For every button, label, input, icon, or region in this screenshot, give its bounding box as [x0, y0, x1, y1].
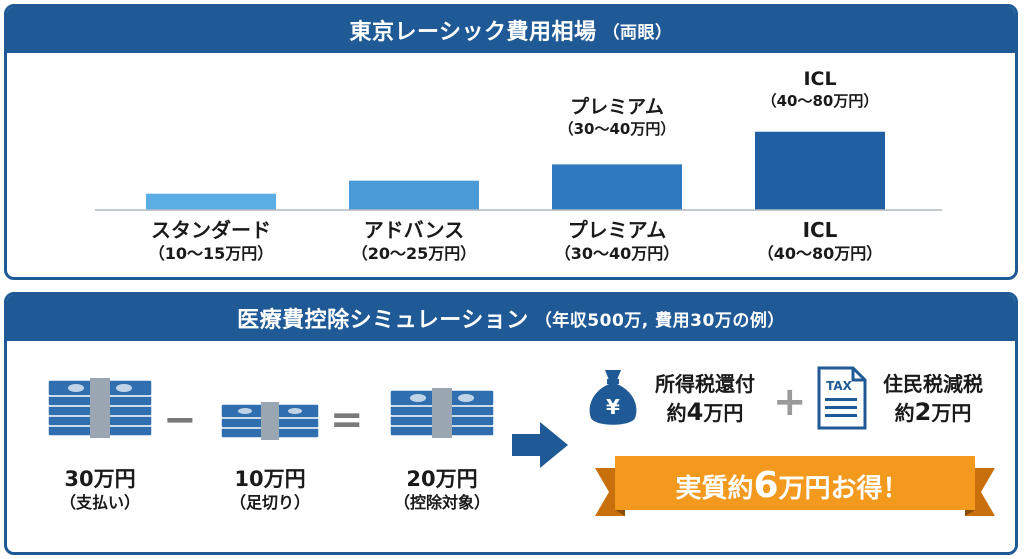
bar-annotation-premium: プレミアム （30〜40万円） — [558, 96, 676, 138]
savings-result: 実質約6万円お得！ — [675, 465, 909, 506]
chart-title-note: （両眼） — [602, 22, 673, 43]
money-stack-icon — [47, 378, 153, 438]
bar-2 — [552, 164, 682, 210]
simulation-title-note: （年収500万, 費用30万の例） — [534, 310, 785, 331]
threshold-amount: 10万円 （足切り） — [229, 467, 310, 512]
savings-ribbon — [595, 456, 995, 516]
plus-operator: + — [773, 379, 807, 425]
bar-0 — [146, 193, 276, 210]
deductible-amount: 20万円 （控除対象） — [393, 467, 490, 512]
right-arrow-icon — [512, 422, 568, 468]
category-label-standard: スタンダード （10〜15万円） — [148, 218, 274, 263]
bar-chart — [95, 131, 942, 211]
category-label-icl: ICL （40〜80万円） — [757, 218, 883, 263]
payment-amount: 30万円 （支払い） — [59, 467, 140, 512]
equals-operator: = — [330, 397, 364, 443]
category-label-premium: プレミアム （30〜40万円） — [554, 218, 680, 263]
money-bag-icon: ¥ — [589, 370, 637, 425]
chart-header: 東京レーシック費用相場 （両眼） — [7, 7, 1015, 53]
resident-tax-reduction: 住民税減税 約2万円 — [883, 372, 983, 426]
category-label-advance: アドバンス （20〜25万円） — [351, 218, 477, 263]
simulation-title: 医療費控除シミュレーション — [237, 308, 529, 333]
tax-document-icon: TAX — [817, 366, 867, 430]
price-chart-panel: 東京レーシック費用相場 （両眼） スタンダード （10〜15万円） アドバンス … — [4, 4, 1018, 280]
bar-3 — [755, 131, 885, 210]
simulation-header: 医療費控除シミュレーション （年収500万, 費用30万の例） — [7, 295, 1015, 341]
svg-text:TAX: TAX — [826, 379, 853, 393]
bar-annotation-icl: ICL （40〜80万円） — [761, 68, 879, 110]
money-stack-icon — [389, 388, 495, 438]
svg-text:¥: ¥ — [606, 395, 620, 419]
chart-title: 東京レーシック費用相場 — [349, 20, 597, 45]
simulation-panel: 医療費控除シミュレーション （年収500万, 費用30万の例） — [4, 292, 1018, 555]
money-stack-icon — [220, 402, 320, 440]
income-tax-refund: 所得税還付 約4万円 — [655, 372, 755, 426]
bar-1 — [349, 180, 479, 210]
minus-operator: − — [163, 397, 197, 443]
